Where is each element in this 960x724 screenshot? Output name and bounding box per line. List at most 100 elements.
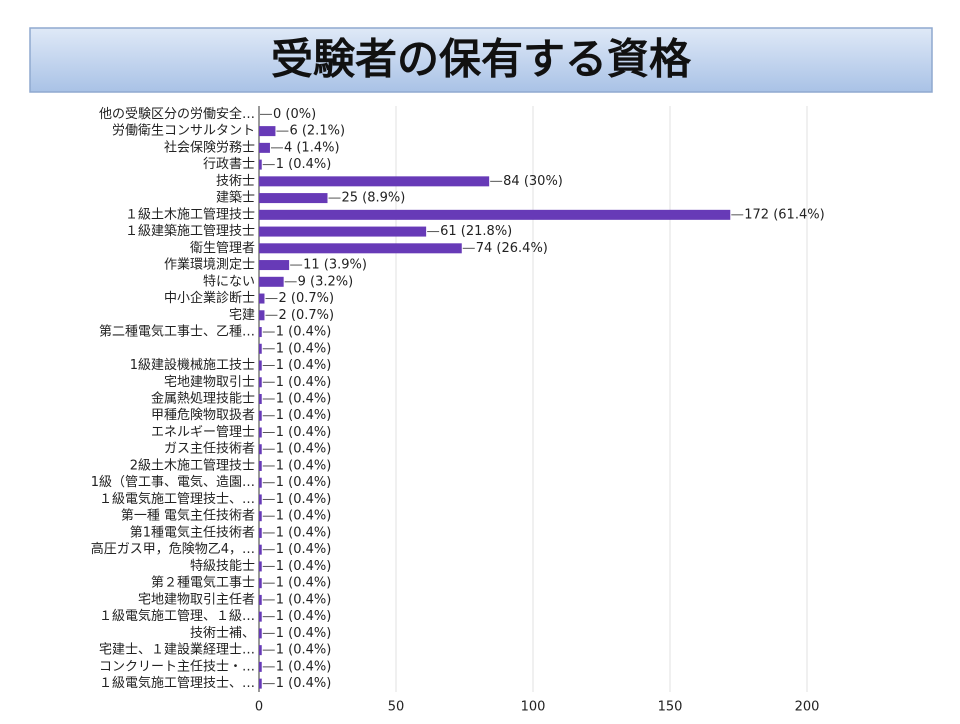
title-banner (29, 27, 933, 93)
bar (259, 645, 262, 656)
data-label: 1 (0.4%) (276, 626, 332, 641)
y-tick-label: 特にない (203, 274, 255, 289)
data-label: 2 (0.7%) (278, 308, 334, 323)
bar (259, 661, 262, 672)
bar (259, 544, 262, 555)
y-tick-label: 作業環境測定士 (164, 257, 255, 273)
data-label: 0 (0%) (273, 107, 316, 122)
bar (259, 444, 262, 455)
bar (259, 193, 328, 204)
y-tick-label: １級電気施工管理技士、… (99, 491, 255, 507)
bar (259, 377, 262, 388)
data-label: 61 (21.8%) (440, 224, 512, 239)
bar (259, 594, 262, 605)
bar (259, 142, 270, 153)
data-label: 1 (0.4%) (276, 576, 332, 591)
y-tick-label: 甲種危険物取扱者 (151, 407, 255, 423)
y-tick-label: 他の受験区分の労働安全… (99, 106, 255, 122)
data-label: 1 (0.4%) (276, 542, 332, 557)
data-label: 25 (8.9%) (342, 191, 406, 206)
data-label: 1 (0.4%) (276, 358, 332, 373)
y-tick-label: 第1種電気主任技術者 (130, 524, 255, 540)
data-label: 1 (0.4%) (276, 643, 332, 658)
x-tick-label: 50 (388, 700, 405, 715)
data-label: 1 (0.4%) (276, 592, 332, 607)
y-tick-label: ガス主任技術者 (164, 442, 255, 457)
y-tick-label: １級電気施工管理、１級… (99, 608, 255, 624)
y-tick-label: １級土木施工管理技士 (125, 207, 255, 222)
bar (259, 527, 262, 538)
bar (259, 209, 731, 220)
bar (259, 494, 262, 505)
bar (259, 276, 284, 287)
data-label: 74 (26.4%) (476, 241, 548, 256)
data-label: 1 (0.4%) (276, 559, 332, 574)
y-tick-label: 社会保険労務士 (164, 139, 255, 155)
y-tick-label: 宅建 (229, 308, 255, 323)
x-tick-label: 150 (658, 700, 683, 715)
data-label: 84 (30%) (503, 174, 563, 189)
data-label: 1 (0.4%) (276, 509, 332, 524)
data-label: 2 (0.7%) (278, 291, 334, 306)
y-tick-label: 第二種電気工事士、乙種… (99, 324, 255, 340)
bar (259, 561, 262, 572)
bar (259, 293, 265, 304)
bar (259, 678, 262, 689)
y-tick-label: 宅地建物取引主任者 (138, 592, 255, 607)
bar (259, 243, 462, 254)
y-tick-label: 中小企業診断士 (164, 290, 255, 306)
y-tick-label: エネルギー管理士 (151, 425, 255, 440)
y-tick-label: コンクリート主任技士・… (99, 659, 255, 674)
y-tick-label: １級建築施工管理技士 (125, 224, 255, 239)
y-tick-label: 技術士 (216, 174, 255, 189)
bar (259, 360, 262, 371)
bar (259, 159, 262, 170)
y-tick-label: 1級建設機械施工技士 (130, 357, 255, 373)
bar (259, 611, 262, 622)
data-label: 1 (0.4%) (276, 525, 332, 540)
data-label: 1 (0.4%) (276, 659, 332, 674)
data-label: 1 (0.4%) (276, 676, 332, 691)
bar (259, 511, 262, 522)
bar (259, 327, 262, 338)
y-tick-label: 高圧ガス甲，危険物乙4，… (91, 541, 255, 557)
data-label: 1 (0.4%) (276, 341, 332, 356)
bar (259, 410, 262, 421)
bar (259, 260, 290, 271)
y-tick-label: 衛生管理者 (190, 241, 255, 256)
y-tick-label: 労働衛生コンサルタント (112, 124, 255, 139)
bar (259, 628, 262, 639)
chart-title: 受験者の保有する資格 (271, 35, 692, 84)
data-label: 6 (2.1%) (289, 124, 345, 139)
data-label: 1 (0.4%) (276, 475, 332, 490)
data-label: 1 (0.4%) (276, 458, 332, 473)
bar (259, 578, 262, 589)
data-label: 1 (0.4%) (276, 408, 332, 423)
bar (259, 460, 262, 471)
y-tick-label: 特級技能士 (190, 559, 255, 574)
bar (259, 427, 262, 438)
bar (259, 226, 427, 237)
data-label: 1 (0.4%) (276, 442, 332, 457)
y-tick-label: 宅地建物取引士 (164, 375, 255, 390)
y-tick-label: 金属熱処理技能士 (151, 391, 255, 407)
bar (259, 343, 262, 354)
y-tick-label: 行政書士 (203, 157, 255, 172)
x-tick-label: 100 (521, 700, 546, 715)
data-label: 9 (3.2%) (298, 274, 354, 289)
y-tick-label: 技術士補、 (190, 626, 255, 641)
bar (259, 126, 276, 137)
data-label: 1 (0.4%) (276, 157, 332, 172)
bar (259, 176, 490, 187)
bar (259, 477, 262, 488)
y-tick-label: 宅建士、１建設業経理士… (99, 642, 255, 658)
y-tick-label: 第２種電気工事士 (151, 575, 255, 591)
y-tick-label: １級電気施工管理技士、… (99, 675, 255, 691)
data-label: 4 (1.4%) (284, 140, 340, 155)
data-label: 1 (0.4%) (276, 392, 332, 407)
data-label: 11 (3.9%) (303, 258, 367, 273)
data-label: 172 (61.4%) (744, 207, 824, 222)
y-tick-label: 1級（管工事、電気、造園… (91, 474, 255, 490)
